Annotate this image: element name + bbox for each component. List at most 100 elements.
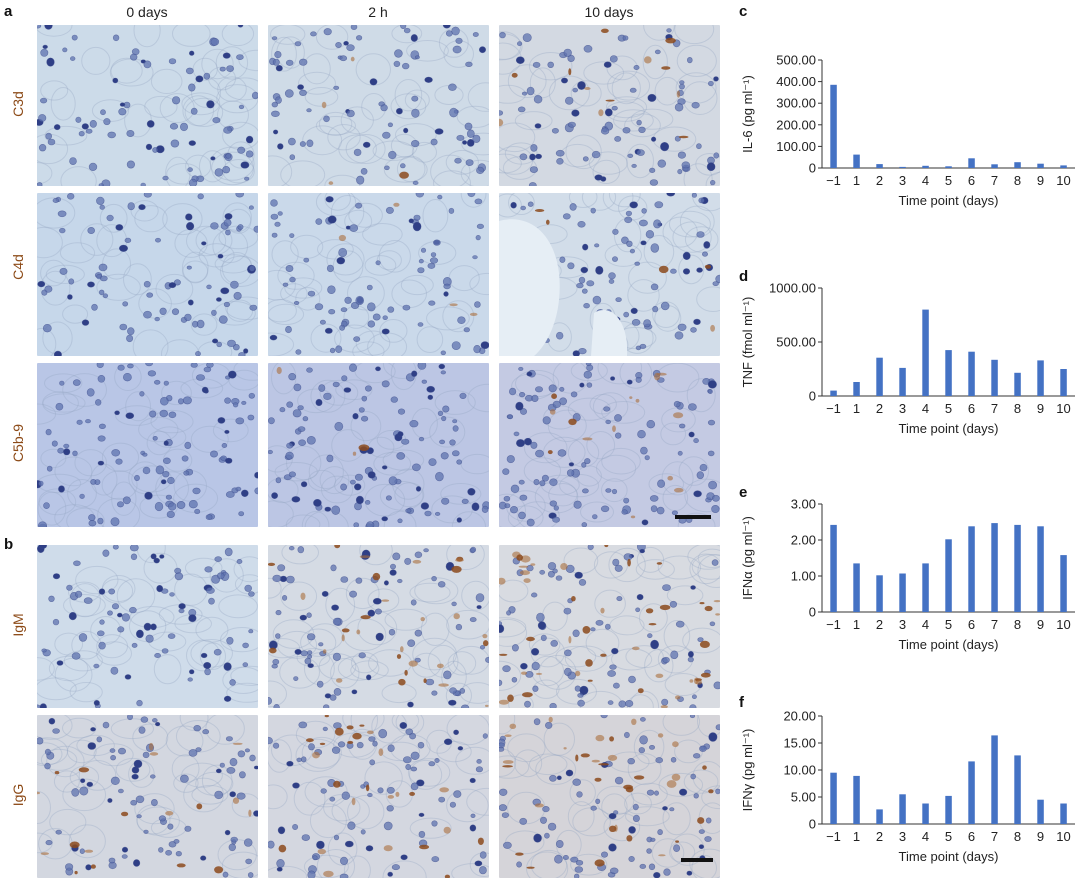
chart-c-bar [1060,165,1067,168]
chart-e-bar [853,563,860,612]
chart-e-bar [899,573,906,612]
chart-e-x-axis-label: Time point (days) [899,637,999,652]
chart-e-y-tick-label: 0 [809,605,816,620]
chart-e-x-tick-label: 9 [1037,617,1044,632]
micrograph-igg-10-days [499,715,720,878]
chart-c-x-tick-label: −1 [826,173,841,188]
micrograph-c5b9-0-days [37,363,258,527]
chart-c-x-tick-label: 3 [899,173,906,188]
chart-e-x-tick-label: 6 [968,617,975,632]
chart-f-x-tick-label: 1 [853,829,860,844]
chart-d-y-axis-label: TNF (fmol ml⁻¹) [740,297,755,388]
chart-c-x-tick-label: 1 [853,173,860,188]
chart-d-y-tick-label: 500.00 [776,335,816,350]
chart-f-bar [1014,755,1021,824]
micrograph-c4d-10-days [499,193,720,356]
chart-f-x-tick-label: −1 [826,829,841,844]
chart-d-bar [968,351,975,396]
chart-f-x-tick-label: 2 [876,829,883,844]
chart-d-bar [899,367,906,396]
chart-f-bar [968,761,975,824]
panel-label-e: e [739,484,748,501]
chart-d-bar [922,309,929,396]
chart-c-x-tick-label: 4 [922,173,929,188]
chart-e-x-tick-label: 4 [922,617,929,632]
micrograph-c3d-0-days [37,25,258,186]
chart-e-x-tick-label: 8 [1014,617,1021,632]
chart-f-x-tick-label: 10 [1056,829,1070,844]
chart-f-bar [899,794,906,824]
micrograph-igm-0-days [37,545,258,708]
chart-e-bar [945,539,952,612]
chart-c-x-tick-label: 7 [991,173,998,188]
chart-f-bar [853,775,860,824]
micrograph-c3d-2-h [268,25,489,186]
micrograph-c4d-0-days [37,193,258,356]
chart-c-x-tick-label: 9 [1037,173,1044,188]
chart-d-bar [991,359,998,396]
chart-d-y-tick-label: 0 [809,389,816,404]
chart-f-bar [830,772,837,824]
micrograph-c5b9-10-days [499,363,720,527]
row-label-c5b-9: C5b-9 [10,423,26,463]
chart-d-x-tick-label: −1 [826,401,841,416]
column-header-2-h: 2 h [368,4,388,20]
chart-d-x-tick-label: 1 [853,401,860,416]
chart-f-bar [991,735,998,824]
chart-d-bar [1014,372,1021,396]
micrograph-c3d-10-days [499,25,720,186]
chart-d-x-tick-label: 2 [876,401,883,416]
chart-d-x-tick-label: 7 [991,401,998,416]
chart-e-bar [991,523,998,612]
chart-e-x-tick-label: 1 [853,617,860,632]
chart-f-y-tick-label: 20.00 [783,709,816,724]
chart-tnf: TNF (fmol ml⁻¹) 0 500.00 1000.00 −1 1 2 3 4 5 6 7 8 9… [740,278,1080,448]
chart-f-y-tick-label: 5.00 [791,790,816,805]
micrograph-igg-0-days [37,715,258,878]
chart-c-x-tick-label: 5 [945,173,952,188]
chart-il6: IL-6 (pg ml⁻¹) 0 100.00 200.00 300.00 400.00 5… [740,50,1080,220]
chart-e-y-axis-label: IFNα (pg ml⁻¹) [740,516,755,600]
chart-f-bar [1037,799,1044,824]
chart-f-x-tick-label: 4 [922,829,929,844]
chart-f-x-tick-label: 6 [968,829,975,844]
chart-ifng: IFNγ (pg ml⁻¹) 0 5.00 10.00 15.00 20.00 −1 1 2 3 4… [740,706,1080,876]
chart-e-x-tick-label: 7 [991,617,998,632]
micrograph-c4d-2-h [268,193,489,356]
chart-d-x-tick-label: 4 [922,401,929,416]
micrograph-c5b9-2-h [268,363,489,527]
chart-f-x-tick-label: 9 [1037,829,1044,844]
chart-e-y-tick-label: 2.00 [791,533,816,548]
row-label-c3d: C3d [10,91,26,117]
chart-c-bar [1037,163,1044,168]
chart-f-bar [922,803,929,824]
chart-c-x-tick-label: 6 [968,173,975,188]
chart-d-bar [945,350,952,396]
chart-f-x-tick-label: 7 [991,829,998,844]
chart-c-x-tick-label: 2 [876,173,883,188]
chart-d-y-tick-label: 1000.00 [769,281,816,296]
chart-d-bar [853,382,860,396]
chart-c-bar [1014,162,1021,168]
chart-c-y-tick-label: 400.00 [776,74,816,89]
chart-e-y-tick-label: 1.00 [791,569,816,584]
chart-e-bar [830,524,837,612]
chart-c-x-axis-label: Time point (days) [899,193,999,208]
chart-f-x-tick-label: 5 [945,829,952,844]
chart-c-y-tick-label: 0 [809,161,816,176]
chart-e-bar [1014,524,1021,612]
chart-c-x-tick-label: 8 [1014,173,1021,188]
row-label-igg: IgG [10,783,26,807]
chart-c-bar [876,164,883,168]
chart-f-bar [945,795,952,824]
chart-c-y-tick-label: 200.00 [776,117,816,132]
chart-d-x-tick-label: 3 [899,401,906,416]
chart-f-y-tick-label: 15.00 [783,736,816,751]
chart-c-y-tick-label: 500.00 [776,53,816,68]
chart-e-y-tick-label: 3.00 [791,497,816,512]
chart-f-bar [876,809,883,824]
chart-d-bar [1060,369,1067,396]
chart-d-bar [1037,360,1044,396]
scale-bar-b [681,858,713,862]
panel-label-c: c [739,3,748,20]
